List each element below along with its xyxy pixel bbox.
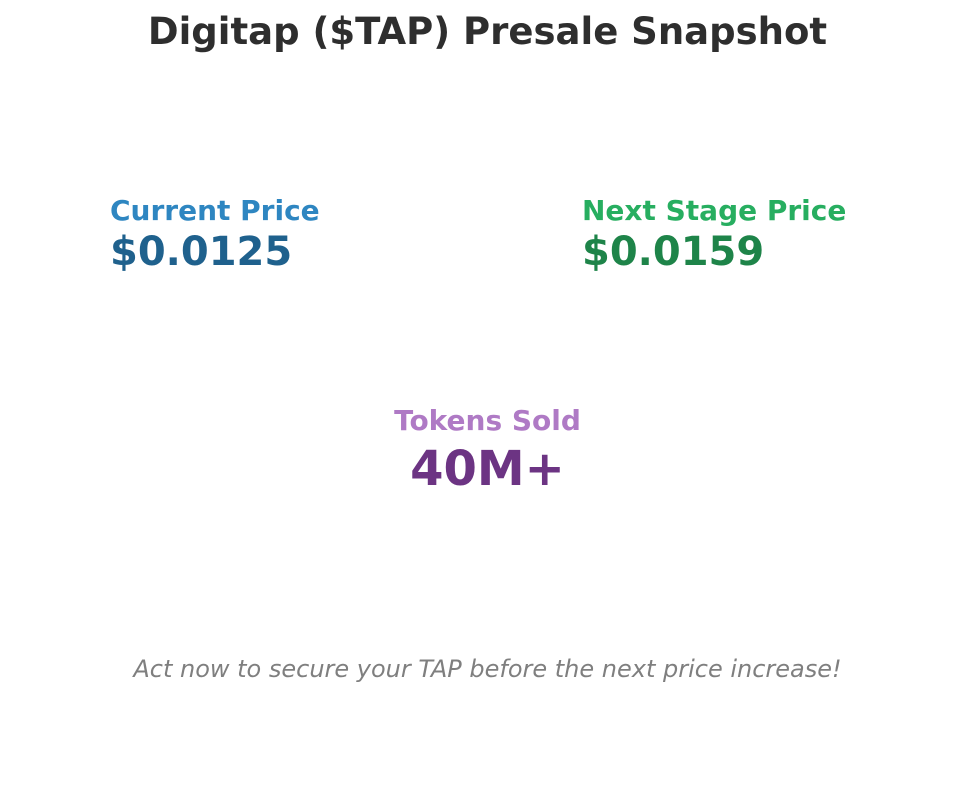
tokens-sold-label: Tokens Sold: [394, 404, 581, 437]
next-stage-price-label: Next Stage Price: [582, 194, 847, 227]
page-title: Digitap ($TAP) Presale Snapshot: [147, 10, 828, 53]
tokens-sold-stat: Tokens Sold 40M+: [0, 404, 975, 498]
next-stage-price-value: $0.0159: [582, 229, 765, 275]
current-price-label: Current Price: [110, 194, 320, 227]
next-stage-price-stat: Next Stage Price $0.0159: [582, 194, 846, 276]
tokens-sold-value: 40M+: [410, 441, 565, 497]
current-price-stat: Current Price $0.0125: [110, 194, 320, 276]
call-to-action-text: Act now to secure your TAP before the ne…: [133, 655, 842, 683]
current-price-value: $0.0125: [110, 229, 293, 275]
